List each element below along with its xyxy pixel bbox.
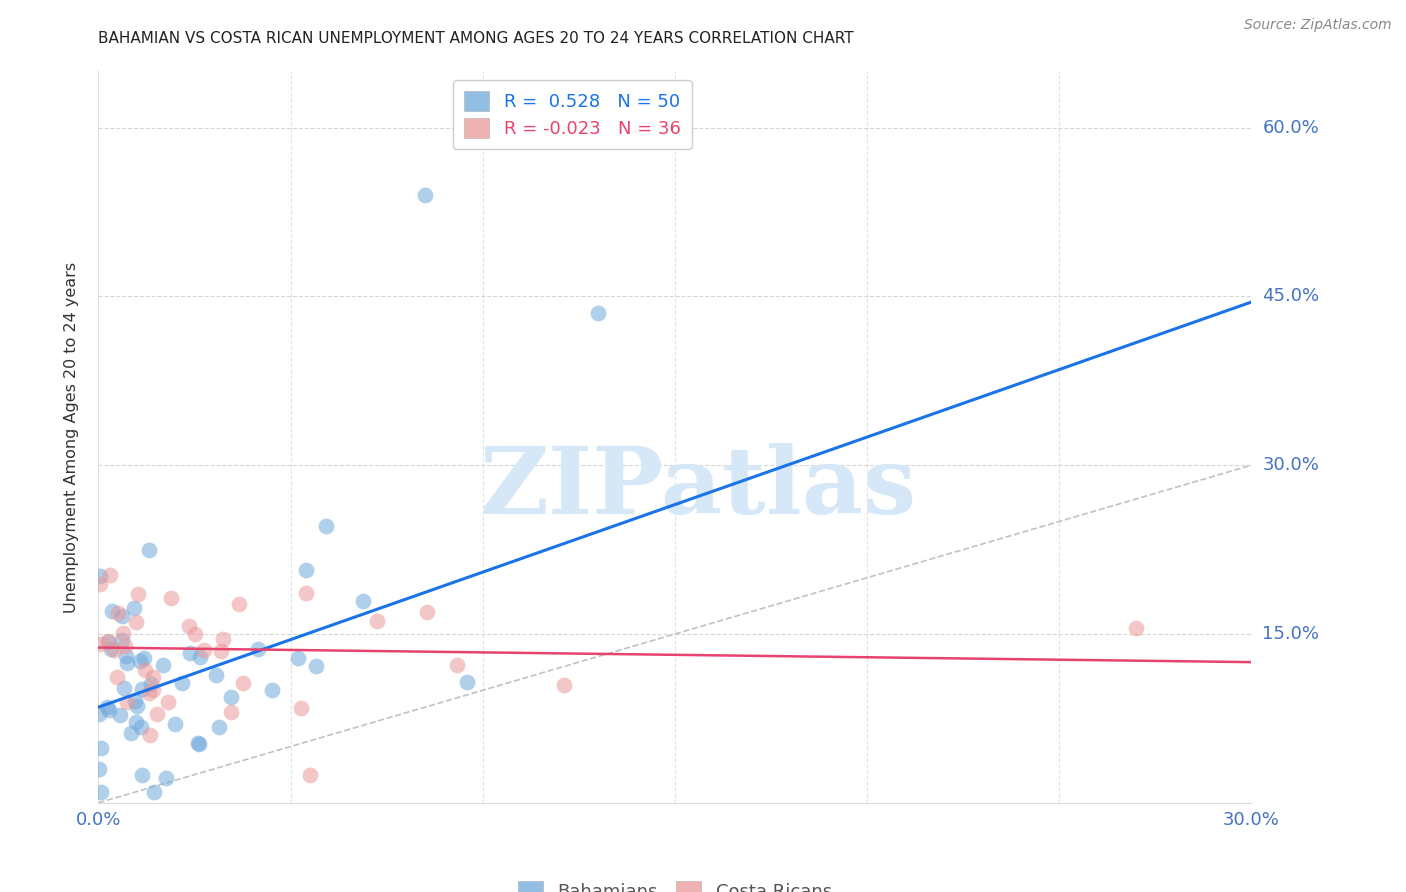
Point xyxy=(247,641,270,656)
Text: 45.0%: 45.0% xyxy=(1263,287,1320,305)
Point xyxy=(219,690,242,704)
Point xyxy=(112,626,135,640)
Point xyxy=(105,670,128,684)
Point xyxy=(172,676,194,690)
Point xyxy=(131,768,153,782)
Point xyxy=(87,707,110,722)
Point xyxy=(262,683,284,698)
Point xyxy=(101,604,124,618)
Point xyxy=(138,686,160,700)
Point xyxy=(232,675,254,690)
Point xyxy=(142,670,165,684)
Point xyxy=(96,700,118,714)
Point xyxy=(107,606,129,620)
Point xyxy=(446,657,468,672)
Point xyxy=(156,695,179,709)
Point xyxy=(115,695,138,709)
Point xyxy=(134,664,156,678)
Point xyxy=(204,668,226,682)
Point xyxy=(456,675,478,690)
Point xyxy=(142,683,165,698)
Point xyxy=(298,767,321,781)
Text: Source: ZipAtlas.com: Source: ZipAtlas.com xyxy=(1244,18,1392,32)
Point xyxy=(295,586,318,600)
Point xyxy=(208,720,231,734)
Point xyxy=(131,720,153,734)
Point xyxy=(89,577,111,591)
Text: ZIPatlas: ZIPatlas xyxy=(479,443,917,533)
Point xyxy=(315,519,337,533)
Point xyxy=(366,614,388,628)
Point xyxy=(138,728,160,742)
Text: 15.0%: 15.0% xyxy=(1263,625,1319,643)
Point xyxy=(160,591,183,605)
Point xyxy=(553,678,575,692)
Point xyxy=(124,694,146,708)
Text: 30.0%: 30.0% xyxy=(1263,456,1319,475)
Point xyxy=(89,762,111,776)
Point xyxy=(586,306,609,320)
Point xyxy=(219,705,242,719)
Text: BAHAMIAN VS COSTA RICAN UNEMPLOYMENT AMONG AGES 20 TO 24 YEARS CORRELATION CHART: BAHAMIAN VS COSTA RICAN UNEMPLOYMENT AMO… xyxy=(98,31,853,46)
Point xyxy=(97,634,120,648)
Point xyxy=(124,615,146,630)
Point xyxy=(1125,621,1147,635)
Point xyxy=(188,650,211,665)
Point xyxy=(413,188,436,202)
Point xyxy=(90,741,112,756)
Point xyxy=(125,699,148,714)
Point xyxy=(89,568,111,582)
Point xyxy=(134,651,156,665)
Point xyxy=(155,771,177,785)
Point xyxy=(110,609,132,624)
Point xyxy=(120,726,142,740)
Point xyxy=(122,600,145,615)
Point xyxy=(305,659,328,673)
Point xyxy=(103,642,125,657)
Point xyxy=(209,644,232,658)
Point xyxy=(100,642,122,657)
Legend: Bahamians, Costa Ricans: Bahamians, Costa Ricans xyxy=(510,874,839,892)
Point xyxy=(90,784,112,798)
Point xyxy=(415,605,437,619)
Point xyxy=(89,637,111,651)
Point xyxy=(290,700,312,714)
Y-axis label: Unemployment Among Ages 20 to 24 years: Unemployment Among Ages 20 to 24 years xyxy=(65,261,79,613)
Point xyxy=(141,677,163,691)
Point xyxy=(98,567,121,582)
Point xyxy=(165,717,187,731)
Point xyxy=(138,543,160,558)
Point xyxy=(212,632,235,646)
Point xyxy=(114,640,136,654)
Point xyxy=(184,627,207,641)
Point xyxy=(131,681,153,696)
Point xyxy=(187,736,209,750)
Point xyxy=(127,587,149,601)
Point xyxy=(295,564,318,578)
Text: 60.0%: 60.0% xyxy=(1263,119,1319,136)
Point xyxy=(129,654,152,668)
Point xyxy=(108,708,131,723)
Point xyxy=(97,703,120,717)
Point xyxy=(179,618,201,632)
Point xyxy=(287,651,309,665)
Point xyxy=(97,634,120,648)
Point xyxy=(111,633,134,648)
Point xyxy=(193,643,215,657)
Point xyxy=(143,784,166,798)
Point xyxy=(146,707,169,722)
Point xyxy=(125,715,148,730)
Point xyxy=(188,737,211,751)
Point xyxy=(115,648,138,663)
Point xyxy=(179,646,201,660)
Point xyxy=(115,656,138,670)
Point xyxy=(152,657,174,672)
Point xyxy=(352,593,374,607)
Point xyxy=(228,597,250,611)
Point xyxy=(112,681,135,696)
